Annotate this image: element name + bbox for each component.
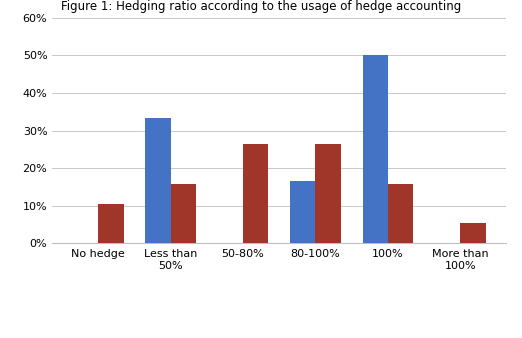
Bar xyxy=(460,223,485,243)
Bar xyxy=(315,144,341,243)
Bar xyxy=(171,184,196,243)
Bar xyxy=(145,118,171,243)
Bar xyxy=(388,184,413,243)
Bar xyxy=(98,204,124,243)
Bar xyxy=(243,144,268,243)
Bar xyxy=(290,180,315,243)
Text: Figure 1: Hedging ratio according to the usage of hedge accounting: Figure 1: Hedging ratio according to the… xyxy=(61,0,461,13)
Bar xyxy=(363,55,388,243)
